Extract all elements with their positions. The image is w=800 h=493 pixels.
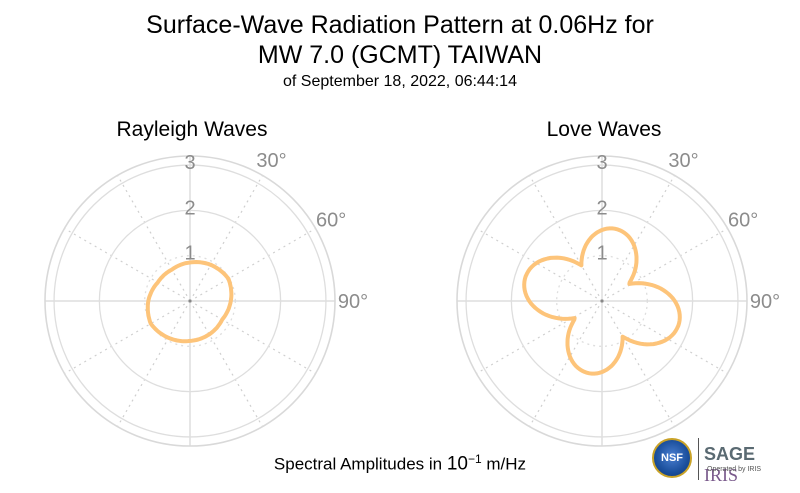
love-center-dot <box>600 299 604 303</box>
rayleigh-radial-tick: 3 <box>184 152 195 174</box>
love-radial-tick: 3 <box>596 152 607 174</box>
love-spoke <box>476 300 603 375</box>
rayleigh-pattern-line <box>145 260 234 344</box>
rayleigh-spoke <box>64 300 191 375</box>
chart-subtitle: of September 18, 2022, 06:44:14 <box>283 73 517 90</box>
rayleigh-angle-label: 60° <box>316 210 346 232</box>
love-spoke <box>601 175 676 302</box>
rayleigh-spoke <box>116 300 191 427</box>
sponsor-logos: NSF SAGE IRIS Operated by IRIS <box>652 436 790 486</box>
rayleigh-spoke <box>189 300 264 427</box>
love-pattern-line <box>522 226 682 376</box>
footer-units: Spectral Amplitudes in 10−1 m/Hz <box>0 452 800 476</box>
rayleigh-outer-ring <box>44 155 336 447</box>
love-spoke <box>601 300 676 427</box>
rayleigh-ring <box>98 209 282 393</box>
rayleigh-spoke <box>64 227 191 302</box>
nsf-logo-text: NSF <box>661 452 683 464</box>
sage-logo: SAGE IRIS <box>704 444 790 486</box>
footer-prefix: Spectral Amplitudes in <box>273 454 447 474</box>
love-radial-tick: 2 <box>596 197 607 219</box>
rayleigh-angle-label: 30° <box>256 150 286 172</box>
nsf-logo: NSF <box>652 438 692 478</box>
love-ring <box>556 255 648 347</box>
love-spoke <box>528 300 603 427</box>
logo-divider <box>698 438 699 480</box>
sage-text: SAGE <box>704 444 756 464</box>
rayleigh-ring <box>144 255 236 347</box>
love-spoke <box>601 300 728 375</box>
rayleigh-spoke <box>189 300 316 375</box>
love-ring <box>510 209 694 393</box>
footer-base: 10 <box>446 453 468 475</box>
love-angle-label: 30° <box>668 150 698 172</box>
chart-title-line2: MW 7.0 (GCMT) TAIWAN <box>257 41 543 69</box>
rayleigh-spoke <box>116 175 191 302</box>
love-title: Love Waves <box>546 118 662 141</box>
iris-text: IRIS <box>704 465 739 485</box>
love-spoke <box>601 227 728 302</box>
love-outer-ring <box>456 155 748 447</box>
love-radial-tick: 1 <box>596 243 607 265</box>
love-angle-label: 60° <box>728 210 758 232</box>
rayleigh-angle-label: 90° <box>338 291 368 313</box>
rayleigh-radial-tick: 2 <box>184 197 195 219</box>
love-angle-label: 90° <box>750 291 780 313</box>
rayleigh-title: Rayleigh Waves <box>116 118 268 141</box>
operated-by-text: Operated by IRIS <box>707 466 762 473</box>
footer-unit: m/Hz <box>481 454 527 474</box>
footer-exponent: −1 <box>467 452 482 466</box>
rayleigh-spoke <box>189 227 316 302</box>
love-spoke <box>528 175 603 302</box>
rayleigh-center-dot <box>188 299 192 303</box>
rayleigh-radial-tick: 1 <box>184 243 195 265</box>
chart-title-line1: Surface-Wave Radiation Pattern at 0.06Hz… <box>146 11 654 39</box>
love-spoke <box>476 227 603 302</box>
rayleigh-spoke <box>189 175 264 302</box>
love-ring <box>465 164 739 438</box>
rayleigh-ring <box>53 164 327 438</box>
